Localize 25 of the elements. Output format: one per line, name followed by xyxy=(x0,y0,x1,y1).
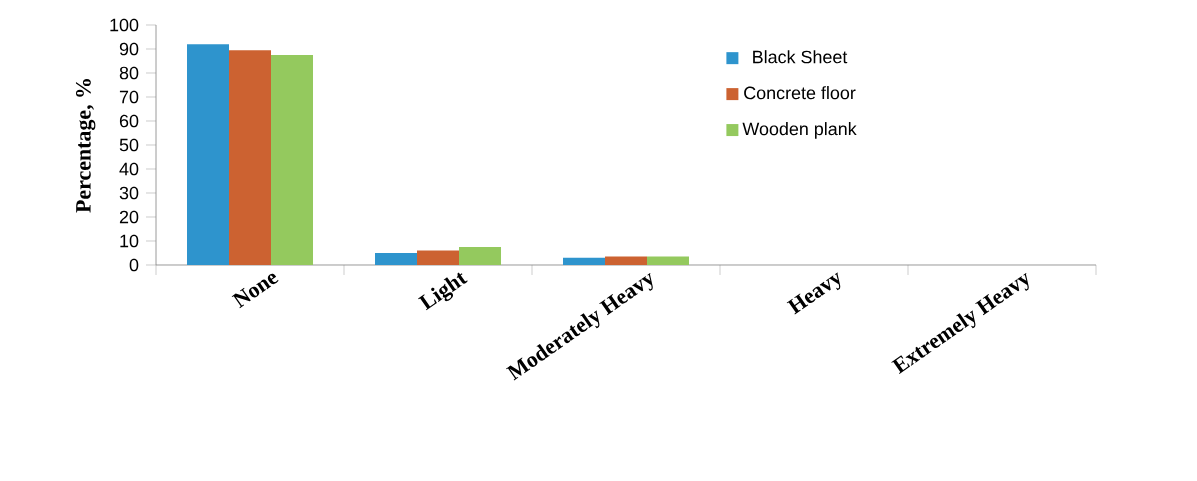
y-tick-label: 60 xyxy=(119,114,139,128)
y-tick-label: 50 xyxy=(119,138,139,152)
y-tick-label: 70 xyxy=(119,90,139,104)
y-tick-label: 30 xyxy=(119,186,139,200)
y-axis-title: Percentage, % xyxy=(75,79,96,213)
y-tick-label: 40 xyxy=(119,162,139,176)
bar xyxy=(417,250,460,265)
bar xyxy=(459,247,502,265)
y-tick-label: 80 xyxy=(119,66,139,80)
y-tick-label: 90 xyxy=(119,42,139,56)
y-tick-label: 0 xyxy=(129,258,139,272)
y-tick-label: 100 xyxy=(110,18,139,32)
bar xyxy=(605,256,648,265)
legend-label: Concrete floor xyxy=(744,86,856,100)
bar xyxy=(375,253,418,265)
bar xyxy=(271,54,314,265)
bar xyxy=(229,50,272,265)
y-tick-label: 20 xyxy=(119,210,139,224)
bar xyxy=(187,44,230,265)
legend-label: Black Sheet xyxy=(753,50,848,64)
x-tick-label: None xyxy=(231,273,279,309)
bar xyxy=(563,257,606,265)
y-tick-label: 10 xyxy=(120,234,139,248)
legend-label: Wooden plank xyxy=(742,122,857,139)
bar xyxy=(647,256,690,265)
